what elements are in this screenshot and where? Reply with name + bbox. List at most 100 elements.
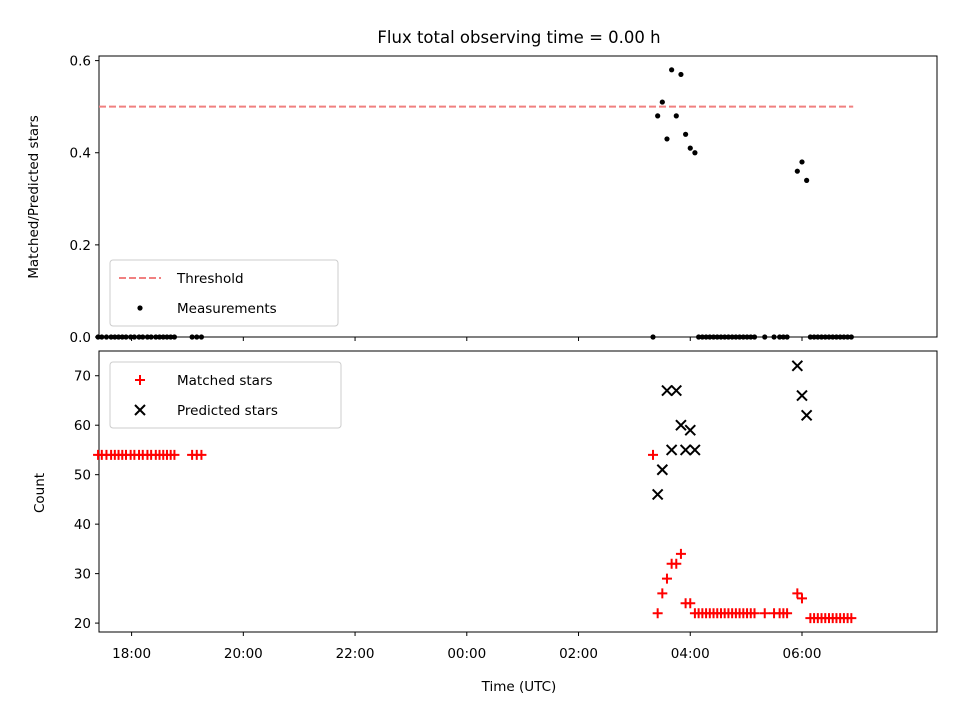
- data-point: [169, 449, 180, 460]
- data-point: [718, 334, 724, 340]
- data-point: [661, 384, 673, 397]
- data-point: [725, 334, 732, 340]
- data-point: [762, 334, 768, 340]
- data-point: [675, 548, 686, 559]
- data-point: [148, 334, 154, 340]
- series-matched-stars: [93, 449, 857, 624]
- data-point: [737, 334, 743, 340]
- legend-swatch: [137, 305, 143, 311]
- x-tick-label: 22:00: [336, 646, 375, 662]
- data-point: [759, 608, 770, 619]
- y-tick-label: 20: [74, 616, 91, 632]
- data-point: [194, 334, 200, 340]
- y-tick-label: 60: [74, 418, 91, 434]
- data-point: [751, 334, 758, 340]
- data-point: [675, 419, 687, 431]
- data-point: [664, 136, 670, 142]
- data-point: [782, 608, 793, 619]
- y-tick-label: 0.2: [70, 238, 91, 254]
- x-tick-label: 04:00: [671, 646, 710, 662]
- data-point: [807, 334, 813, 340]
- legend: Matched stars Predicted stars: [109, 361, 342, 429]
- data-point: [136, 334, 142, 340]
- data-point: [99, 334, 105, 340]
- data-point: [656, 464, 669, 476]
- data-point: [156, 334, 163, 340]
- data-point: [160, 334, 166, 340]
- data-point: [673, 113, 679, 119]
- legend-label: Threshold: [176, 271, 244, 287]
- data-point: [826, 334, 832, 340]
- data-point: [703, 334, 709, 340]
- data-point: [804, 177, 810, 183]
- data-point: [669, 67, 675, 73]
- y-tick-label: 0.0: [70, 330, 91, 346]
- data-point: [171, 334, 178, 340]
- data-point: [780, 334, 786, 340]
- data-point: [689, 444, 701, 456]
- data-point: [108, 334, 114, 340]
- panel-frame: [98, 55, 938, 338]
- data-point: [830, 334, 836, 340]
- legend-label: Matched stars: [177, 373, 273, 389]
- data-point: [722, 334, 728, 340]
- data-point: [651, 488, 664, 501]
- data-point: [811, 334, 817, 340]
- legend-label: Predicted stars: [177, 403, 278, 419]
- data-point: [822, 334, 828, 340]
- panel-ratio: 0.0 0.2 0.4 0.6 Threshold Measurements: [70, 54, 938, 346]
- data-point: [678, 71, 684, 78]
- y-tick-label: 40: [74, 517, 91, 533]
- data-point: [679, 444, 692, 456]
- data-point: [794, 168, 800, 174]
- data-point: [670, 384, 682, 397]
- x-tick-label: 00:00: [447, 646, 486, 662]
- data-point: [841, 334, 847, 340]
- legend-box: [109, 259, 339, 327]
- data-point: [800, 409, 813, 422]
- data-point: [791, 360, 804, 372]
- data-point: [115, 334, 122, 340]
- data-point: [198, 334, 205, 340]
- legend-box: [109, 361, 342, 429]
- data-point: [696, 334, 702, 340]
- data-point: [189, 334, 195, 340]
- data-point: [687, 145, 693, 151]
- data-point: [144, 334, 151, 340]
- plot-layer: 0.0 0.2 0.4 0.6 Threshold Measurements 20 30 40 5…: [70, 54, 938, 662]
- data-point: [833, 334, 840, 340]
- legend-label: Measurements: [177, 301, 277, 317]
- data-point: [153, 334, 159, 340]
- data-point: [112, 334, 118, 340]
- y-tick-label: 70: [74, 369, 91, 385]
- data-point: [845, 334, 851, 340]
- data-point: [103, 334, 110, 340]
- x-axis-label: Time (UTC): [481, 679, 557, 695]
- data-point: [748, 334, 754, 340]
- data-point: [95, 334, 101, 340]
- data-point: [729, 334, 735, 340]
- data-point: [123, 334, 129, 340]
- data-point: [784, 334, 790, 340]
- data-point: [168, 334, 174, 340]
- data-point: [744, 334, 750, 340]
- data-point: [815, 334, 821, 340]
- data-point: [796, 593, 807, 604]
- x-tick-label: 18:00: [112, 646, 151, 662]
- legend-swatch: [134, 404, 146, 416]
- data-point: [684, 424, 696, 436]
- data-point: [665, 444, 678, 456]
- data-point: [128, 334, 134, 340]
- bottom-y-axis-label: Count: [32, 473, 48, 513]
- y-tick-label: 0.4: [70, 146, 91, 162]
- data-point: [140, 334, 146, 340]
- data-point: [699, 334, 705, 340]
- data-point: [164, 334, 170, 340]
- series-predicted-stars: [651, 360, 813, 501]
- data-point: [792, 588, 803, 599]
- data-point: [710, 334, 717, 340]
- data-point: [655, 113, 661, 119]
- data-point: [740, 334, 746, 340]
